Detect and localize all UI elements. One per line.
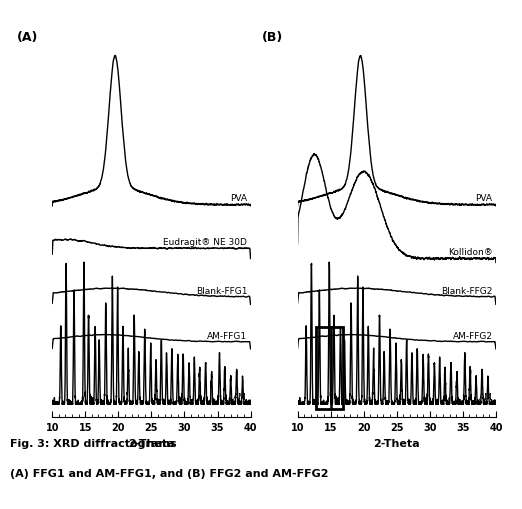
Text: AM-FFG1: AM-FFG1 (207, 331, 247, 340)
Text: Eudragit® NE 30D: Eudragit® NE 30D (163, 238, 247, 247)
X-axis label: 2-Theta: 2-Theta (128, 438, 175, 448)
Text: (A) FFG1 and AM-FFG1, and (B) FFG2 and AM-FFG2: (A) FFG1 and AM-FFG1, and (B) FFG2 and A… (10, 468, 329, 478)
Text: (B): (B) (262, 31, 283, 43)
Text: AM-FFG2: AM-FFG2 (453, 331, 493, 340)
Text: AM: AM (233, 392, 247, 401)
Text: (A): (A) (17, 31, 38, 43)
Text: PVA: PVA (230, 193, 247, 203)
Text: AM: AM (479, 392, 493, 401)
Text: Fig. 3: XRD diffractograms: Fig. 3: XRD diffractograms (10, 438, 177, 448)
X-axis label: 2-Theta: 2-Theta (373, 438, 420, 448)
Text: Blank-FFG1: Blank-FFG1 (196, 286, 247, 295)
Text: PVA: PVA (476, 193, 493, 203)
Bar (316, 327, 342, 410)
Text: Blank-FFG2: Blank-FFG2 (441, 286, 493, 295)
Text: Kollidon®: Kollidon® (448, 247, 493, 257)
